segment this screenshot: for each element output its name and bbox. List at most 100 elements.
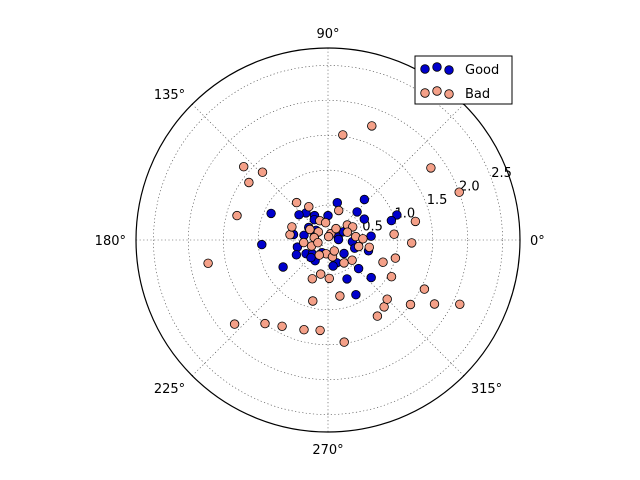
good-point bbox=[333, 234, 344, 245]
good-point bbox=[257, 239, 267, 250]
good-point bbox=[266, 208, 276, 219]
legend-entry-bad: Bad bbox=[420, 86, 490, 102]
good-point bbox=[342, 274, 352, 284]
good-point bbox=[386, 215, 397, 226]
bad-point bbox=[244, 177, 254, 188]
bad-point bbox=[308, 296, 318, 306]
bad-point bbox=[335, 291, 345, 301]
radial-grid-ring bbox=[188, 100, 468, 380]
bad-point bbox=[407, 238, 417, 248]
angle-tick-label: 135° bbox=[154, 88, 185, 103]
bad-point bbox=[429, 299, 440, 309]
bad-point bbox=[314, 250, 325, 260]
good-point bbox=[332, 197, 343, 208]
bad-point bbox=[390, 253, 401, 263]
legend-good-marker bbox=[444, 65, 454, 75]
good-point bbox=[339, 248, 349, 259]
bad-point bbox=[372, 311, 383, 321]
bad-point bbox=[331, 223, 341, 234]
angle-tick-label: 0° bbox=[530, 234, 545, 249]
radial-grid-ring bbox=[153, 65, 503, 415]
bad-point bbox=[260, 318, 270, 329]
bad-point bbox=[455, 299, 465, 310]
bad-point bbox=[313, 237, 323, 248]
bad-point bbox=[324, 273, 335, 284]
bad-point bbox=[405, 299, 416, 310]
bad-point bbox=[347, 255, 357, 265]
good-point bbox=[278, 262, 288, 272]
good-point bbox=[359, 194, 370, 205]
good-point bbox=[328, 261, 338, 271]
bad-point bbox=[285, 229, 295, 240]
radial-tick-label: 2.5 bbox=[491, 166, 512, 181]
bad-point bbox=[257, 167, 268, 177]
bad-point bbox=[329, 246, 340, 256]
radial-tick-label: 0.5 bbox=[362, 220, 383, 235]
bad-point bbox=[342, 227, 353, 237]
angle-tick-label: 315° bbox=[471, 382, 502, 397]
bad-point bbox=[203, 258, 213, 269]
good-point bbox=[392, 210, 402, 220]
bad-point bbox=[378, 257, 388, 267]
bad-point bbox=[339, 258, 349, 268]
legend-good-marker bbox=[420, 64, 430, 74]
radial-tick-labels: 0.51.01.52.02.5 bbox=[362, 166, 512, 234]
angle-tick-label: 225° bbox=[154, 382, 185, 397]
bad-point bbox=[304, 201, 314, 212]
bad-point bbox=[389, 229, 399, 239]
bad-point bbox=[320, 217, 331, 228]
bad-point bbox=[338, 130, 348, 140]
bad-point bbox=[454, 187, 464, 197]
legend-bad-marker bbox=[444, 89, 454, 99]
bad-point bbox=[410, 216, 421, 227]
good-point bbox=[353, 263, 364, 274]
bad-point bbox=[299, 237, 309, 248]
legend-entry-good: Good bbox=[420, 62, 499, 78]
good-point bbox=[366, 272, 376, 283]
scatter-points bbox=[203, 121, 465, 347]
bad-point bbox=[354, 241, 364, 252]
good-point bbox=[351, 290, 361, 300]
bad-point bbox=[426, 163, 436, 173]
bad-point bbox=[315, 325, 325, 336]
bad-point bbox=[291, 197, 302, 208]
polar-outer-ring bbox=[135, 47, 521, 433]
angle-tick-label: 270° bbox=[312, 443, 343, 458]
bad-point bbox=[307, 274, 318, 284]
legend-bad-marker bbox=[432, 86, 442, 96]
bad-point bbox=[386, 272, 397, 282]
legend: Good Bad bbox=[414, 55, 513, 105]
good-point bbox=[359, 214, 370, 224]
legend-bad-marker bbox=[420, 88, 430, 98]
bad-point bbox=[367, 121, 377, 131]
good-point bbox=[294, 210, 304, 220]
bad-point bbox=[323, 231, 334, 242]
angle-tick-labels: 0°45°90°135°180°225°270°315° bbox=[95, 27, 545, 458]
bad-point bbox=[339, 337, 349, 347]
angle-tick-label: 90° bbox=[316, 27, 339, 42]
bad-point bbox=[238, 161, 249, 172]
angle-tick-label: 180° bbox=[95, 234, 126, 249]
bad-point bbox=[382, 294, 392, 304]
radial-grid-ring bbox=[257, 169, 399, 311]
good-point bbox=[291, 250, 302, 260]
bad-point bbox=[229, 319, 240, 329]
bad-point bbox=[305, 224, 315, 235]
good-point bbox=[352, 207, 362, 217]
legend-good-marker bbox=[432, 62, 442, 72]
bad-point bbox=[277, 321, 287, 332]
legend-box bbox=[414, 55, 513, 105]
good-point bbox=[306, 252, 316, 263]
radial-tick-label: 2.0 bbox=[459, 180, 480, 195]
legend-bad-label: Bad bbox=[465, 87, 490, 102]
bad-point bbox=[334, 205, 344, 216]
bad-point bbox=[358, 234, 368, 244]
bad-point bbox=[287, 222, 297, 232]
bad-point bbox=[232, 210, 242, 221]
bad-point bbox=[419, 284, 430, 294]
radial-tick-label: 1.5 bbox=[427, 193, 448, 208]
bad-point bbox=[316, 269, 326, 279]
bad-point bbox=[364, 242, 375, 253]
bad-point bbox=[299, 325, 309, 335]
